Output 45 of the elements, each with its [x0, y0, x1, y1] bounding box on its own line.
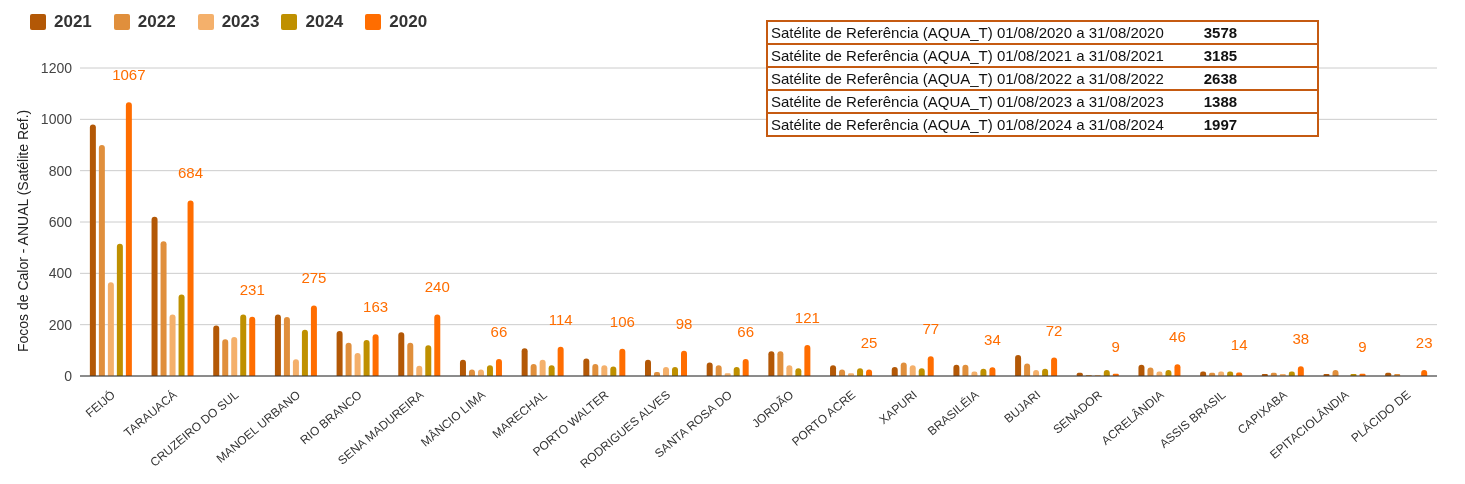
data-label: 240: [424, 278, 450, 296]
y-tick-label: 1000: [40, 111, 73, 128]
data-label: 46: [1169, 328, 1186, 346]
data-label: 23: [1415, 334, 1433, 352]
data-label: 684: [178, 164, 204, 182]
text: Satélite de Referência (AQUA_T) 01/08/2020 a 31/08/2020: [771, 24, 1164, 41]
annotation: Satélite de Referência (AQUA_T) 01/08/2022 a 31/08/2022: [770, 69, 1165, 89]
data-label: 106: [609, 312, 635, 330]
data-label: 98: [675, 314, 693, 332]
data-label: 1067: [112, 66, 146, 84]
data-label: 38: [1292, 330, 1310, 348]
y-tick-label: 800: [48, 162, 73, 179]
data-label: 66: [490, 323, 508, 341]
data-label: 163: [363, 298, 389, 316]
y-axis-title: Focos de Calor - ANUAL (Satélite Ref.): [14, 109, 31, 352]
annotation: 1388: [1203, 92, 1239, 112]
data-label: 114: [548, 310, 573, 328]
text: 3578: [1203, 24, 1238, 41]
data-label: 14: [1230, 336, 1248, 354]
text: 3185: [1203, 47, 1238, 64]
y-tick-label: 200: [48, 316, 73, 333]
data-label: 66: [737, 323, 755, 341]
legend-label: 2023: [221, 12, 260, 32]
legend-label: 2024: [305, 12, 344, 32]
data-label: 9: [1111, 337, 1120, 355]
legend-label: 2022: [137, 12, 176, 32]
data-label: 25: [860, 333, 878, 351]
data-label: 231: [239, 280, 265, 298]
y-tick-label: 400: [48, 265, 73, 282]
data-label: 9: [1358, 337, 1367, 355]
annotation: Satélite de Referência (AQUA_T) 01/08/2024 a 31/08/2024: [770, 115, 1165, 135]
y-tick-label: 0: [64, 367, 73, 384]
data-label: 77: [922, 320, 940, 338]
legend-label: 2020: [389, 12, 428, 32]
text: Satélite de Referência (AQUA_T) 01/08/2021 a 31/08/2021: [771, 47, 1164, 64]
y-tick-label: 1200: [40, 59, 73, 76]
data-label: 72: [1045, 321, 1063, 339]
data-label: 34: [984, 331, 1001, 349]
legend-label: 2021: [54, 12, 92, 32]
data-label: 121: [794, 308, 820, 326]
annotation: 1997: [1203, 115, 1239, 135]
data-label: 275: [301, 269, 327, 287]
annotation: 2638: [1203, 69, 1239, 89]
y-tick-label: 600: [48, 213, 73, 230]
annotation: Satélite de Referência (AQUA_T) 01/08/2023 a 31/08/2023: [770, 92, 1165, 112]
